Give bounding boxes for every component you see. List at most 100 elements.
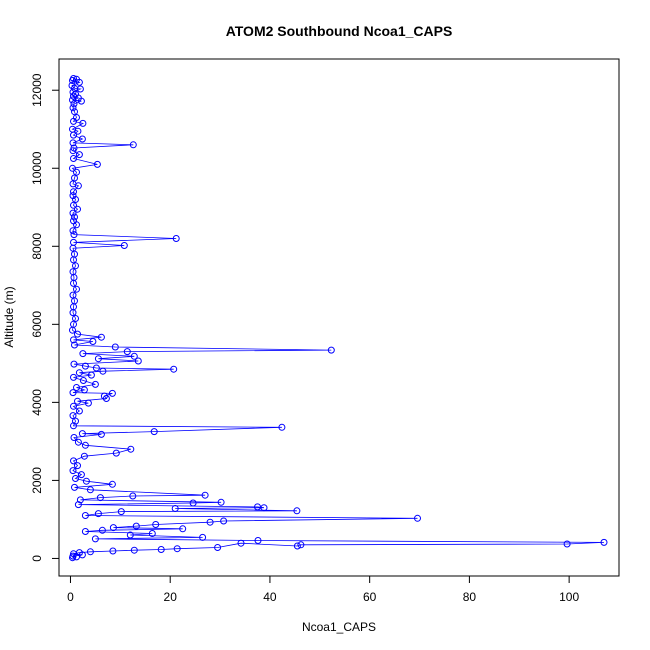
y-axis: 0 2000 4000 6000 8000 10000 12000: [30, 73, 60, 562]
data-point: [74, 462, 81, 470]
data-point: [199, 533, 207, 541]
data-point: [72, 475, 79, 482]
data-point: [170, 365, 178, 373]
data-point: [70, 155, 77, 162]
x-tick-label: 80: [463, 590, 477, 604]
data-point: [69, 554, 76, 562]
data-point: [173, 545, 181, 553]
data-point: [81, 512, 89, 519]
y-tick-label: 10000: [30, 151, 44, 185]
data-point: [293, 542, 301, 550]
data-point: [201, 491, 209, 499]
data-point: [79, 377, 87, 384]
data-point: [220, 517, 228, 525]
data-point: [112, 449, 120, 457]
data-point: [86, 548, 94, 556]
data-point: [70, 457, 77, 465]
x-tick-label: 20: [164, 590, 178, 604]
data-point: [75, 369, 83, 377]
data-point: [237, 539, 245, 547]
data-point: [97, 333, 105, 341]
data-point: [126, 531, 134, 539]
data-point: [81, 362, 89, 370]
data-point: [94, 355, 102, 363]
data-point: [91, 535, 99, 543]
data-point: [69, 227, 77, 235]
data-point: [123, 348, 131, 356]
data-point: [96, 494, 104, 502]
y-axis-label: Altitude (m): [2, 286, 16, 347]
data-point: [76, 85, 84, 93]
data-point: [69, 326, 76, 334]
data-point: [108, 480, 116, 488]
data-point: [214, 544, 222, 551]
data-point: [414, 514, 421, 522]
data-point: [80, 452, 88, 460]
data-point: [179, 525, 187, 533]
data-point: [78, 551, 86, 559]
data-point: [93, 160, 101, 168]
data-point: [77, 97, 85, 105]
data-point: [70, 373, 77, 381]
data-point: [72, 417, 79, 425]
data-point: [157, 546, 165, 553]
y-tick-label: 4000: [30, 389, 44, 416]
data-point: [254, 503, 261, 511]
data-point: [79, 119, 87, 127]
data-point: [78, 430, 86, 438]
data-point: [73, 553, 80, 561]
x-tick-label: 60: [363, 590, 377, 604]
data-point: [70, 117, 77, 125]
data-point: [86, 486, 94, 494]
data-point: [70, 201, 77, 209]
data-point: [70, 231, 78, 239]
data-point: [69, 147, 77, 155]
data-point: [69, 164, 76, 172]
data-point: [109, 524, 117, 532]
data-point: [293, 507, 301, 515]
data-point: [75, 78, 83, 86]
data-point: [152, 521, 160, 528]
data-point: [254, 537, 262, 544]
data-point: [70, 256, 77, 264]
data-point: [97, 430, 105, 438]
data-point: [72, 262, 79, 270]
data-point: [70, 100, 78, 108]
data-point: [69, 309, 77, 317]
data-point: [98, 526, 106, 534]
data-point: [75, 151, 83, 159]
data-point: [74, 205, 81, 213]
data-point: [217, 498, 225, 506]
data-point: [87, 371, 95, 379]
data-point: [74, 182, 82, 190]
data-point: [206, 518, 214, 526]
data-point: [108, 389, 116, 397]
data-point: [69, 96, 76, 104]
data-point: [75, 407, 83, 415]
data-point: [69, 389, 77, 397]
y-tick-label: 12000: [30, 73, 44, 107]
data-point: [74, 330, 81, 338]
y-tick-label: 2000: [30, 467, 44, 494]
x-axis-label: Ncoa1_CAPS: [302, 620, 376, 634]
data-point: [84, 399, 92, 407]
data-point: [109, 547, 117, 555]
y-tick-label: 0: [30, 555, 44, 562]
data-point: [80, 386, 88, 394]
data-point: [92, 364, 100, 372]
data-point: [81, 441, 89, 449]
data-point: [69, 104, 77, 112]
data-point: [78, 135, 86, 143]
data-point: [563, 540, 571, 548]
data-point: [70, 434, 78, 441]
data-point: [260, 504, 268, 512]
data-point: [77, 471, 85, 479]
data-point: [73, 285, 80, 293]
data-point: [132, 522, 140, 530]
data-point: [600, 538, 608, 546]
data-point: [70, 131, 77, 139]
data-point: [69, 139, 77, 147]
chart-title: ATOM2 Southbound Ncoa1_CAPS: [226, 23, 453, 39]
data-point: [172, 235, 180, 242]
